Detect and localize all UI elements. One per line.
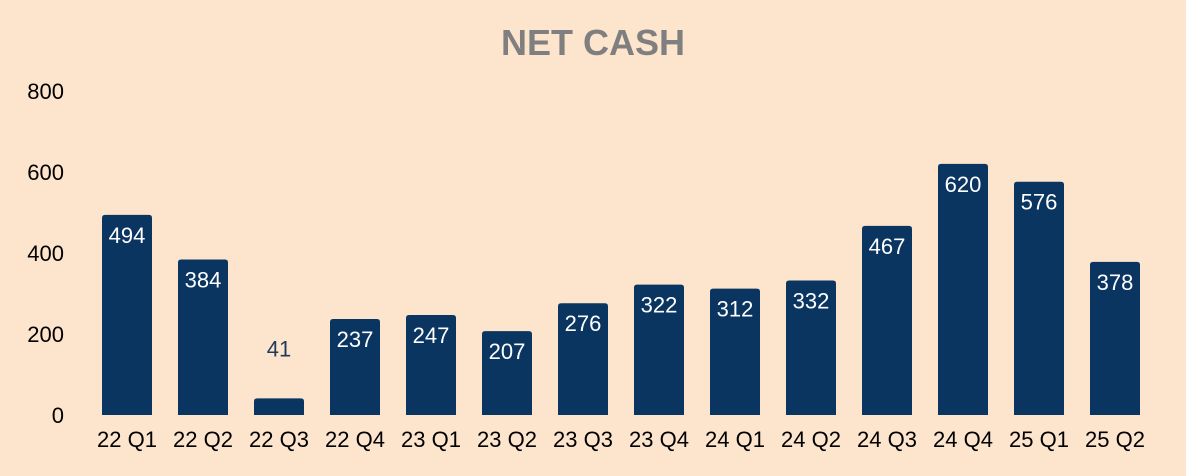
y-axis: 0 200 400 600 800 bbox=[27, 79, 64, 428]
x-tick-label: 22 Q3 bbox=[249, 427, 309, 452]
data-label: 237 bbox=[337, 327, 374, 352]
data-label: 384 bbox=[185, 267, 222, 292]
bar bbox=[862, 225, 912, 415]
data-label: 620 bbox=[945, 172, 982, 197]
x-tick-label: 22 Q4 bbox=[325, 427, 385, 452]
x-tick-label: 23 Q2 bbox=[477, 427, 537, 452]
x-tick-label: 25 Q2 bbox=[1085, 427, 1145, 452]
bar bbox=[178, 259, 228, 415]
x-tick-label: 24 Q2 bbox=[781, 427, 841, 452]
bar bbox=[482, 331, 532, 415]
y-tick-label: 0 bbox=[52, 403, 64, 428]
x-tick-label: 23 Q4 bbox=[629, 427, 689, 452]
bar bbox=[102, 214, 152, 415]
data-label: 467 bbox=[869, 234, 906, 259]
x-tick-label: 23 Q1 bbox=[401, 427, 461, 452]
x-tick-label: 24 Q4 bbox=[933, 427, 993, 452]
x-tick-label: 23 Q3 bbox=[553, 427, 613, 452]
x-tick-label: 24 Q3 bbox=[857, 427, 917, 452]
bar bbox=[558, 303, 608, 415]
data-label: 247 bbox=[413, 323, 450, 348]
y-tick-label: 200 bbox=[27, 322, 64, 347]
x-tick-label: 22 Q2 bbox=[173, 427, 233, 452]
bar bbox=[786, 280, 836, 415]
y-tick-label: 800 bbox=[27, 79, 64, 104]
y-tick-label: 400 bbox=[27, 241, 64, 266]
data-label: 576 bbox=[1021, 190, 1058, 215]
data-label: 322 bbox=[641, 293, 678, 318]
x-axis: 22 Q1 22 Q2 22 Q3 22 Q4 23 Q1 23 Q2 23 Q3 23 Q4… bbox=[97, 427, 1145, 452]
data-label: 378 bbox=[1097, 270, 1134, 295]
data-label: 332 bbox=[793, 289, 830, 314]
bar bbox=[330, 319, 380, 415]
bar bbox=[710, 288, 760, 415]
x-tick-label: 22 Q1 bbox=[97, 427, 157, 452]
x-tick-label: 24 Q1 bbox=[705, 427, 765, 452]
data-labels: 494 384 41 237 247 207 276 322 312 332 467 620 576 37… bbox=[109, 172, 1134, 364]
bar bbox=[1014, 181, 1064, 415]
data-label: 312 bbox=[717, 297, 754, 322]
bar bbox=[254, 398, 304, 415]
y-tick-label: 600 bbox=[27, 160, 64, 185]
x-tick-label: 25 Q1 bbox=[1009, 427, 1069, 452]
bar bbox=[634, 284, 684, 415]
data-label: 41 bbox=[267, 336, 291, 361]
bar-series bbox=[102, 163, 1140, 415]
bar bbox=[1090, 261, 1140, 415]
bar bbox=[938, 163, 988, 415]
chart-title: NET CASH bbox=[501, 22, 685, 63]
data-label: 207 bbox=[489, 339, 526, 364]
bar bbox=[406, 314, 456, 415]
data-label: 494 bbox=[109, 223, 146, 248]
data-label: 276 bbox=[565, 311, 602, 336]
